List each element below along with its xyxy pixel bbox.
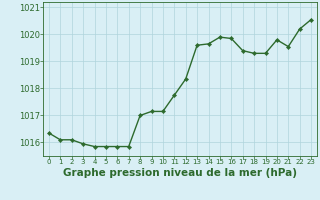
X-axis label: Graphe pression niveau de la mer (hPa): Graphe pression niveau de la mer (hPa): [63, 168, 297, 178]
